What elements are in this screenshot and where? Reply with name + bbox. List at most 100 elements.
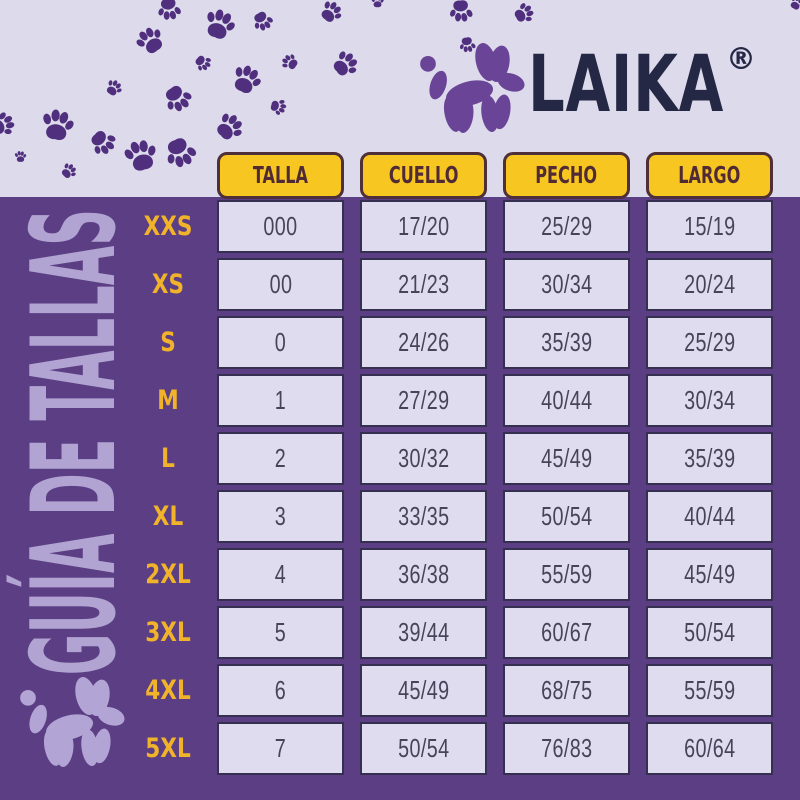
cell-value: 24/26 xyxy=(397,327,450,357)
cell-talla: 00 xyxy=(217,258,344,311)
paw-print-icon xyxy=(447,0,475,24)
cell-value: 60/64 xyxy=(683,733,736,763)
table-row: 5 39/44 60/67 50/54 xyxy=(217,606,773,659)
header-label-talla: TALLA xyxy=(252,162,309,189)
cell-value: 55/59 xyxy=(683,675,736,705)
cell-value: 0 xyxy=(274,327,287,357)
cell-value: 1 xyxy=(274,385,287,415)
cell-largo: 25/29 xyxy=(646,316,773,369)
registered-trademark-icon: ® xyxy=(726,42,756,77)
paw-print-icon xyxy=(787,0,800,13)
header-label-cuello: CUELLO xyxy=(388,162,459,189)
cell-largo: 40/44 xyxy=(646,490,773,543)
paw-print-icon xyxy=(102,76,126,99)
cell-value: 50/54 xyxy=(540,501,593,531)
cell-talla: 0 xyxy=(217,316,344,369)
table-row: 1 27/29 40/44 30/34 xyxy=(217,374,773,427)
cell-pecho: 40/44 xyxy=(503,374,630,427)
paw-print-icon xyxy=(511,0,538,27)
cell-value: 4 xyxy=(274,559,287,589)
cell-cuello: 36/38 xyxy=(360,548,487,601)
paw-print-icon xyxy=(191,51,215,75)
cell-value: 17/20 xyxy=(397,211,450,241)
paw-print-icon xyxy=(249,8,277,35)
size-label-xs: XS xyxy=(151,269,185,300)
table-row: 00 21/23 30/34 20/24 xyxy=(217,258,773,311)
header-cell-cuello: CUELLO xyxy=(360,152,487,199)
cell-value: 7 xyxy=(274,733,287,763)
cell-largo: 15/19 xyxy=(646,200,773,253)
vertical-title-text: GUÍA DE TALLAS xyxy=(7,208,142,676)
cell-value: 21/23 xyxy=(397,269,450,299)
paw-print-icon xyxy=(159,133,201,173)
paw-print-icon xyxy=(158,80,197,118)
paw-print-icon xyxy=(120,136,162,174)
cell-value: 55/59 xyxy=(540,559,593,589)
cell-value: 35/39 xyxy=(683,443,736,473)
table-row: 4 36/38 55/59 45/49 xyxy=(217,548,773,601)
cell-value: 3 xyxy=(274,501,287,531)
paw-print-icon xyxy=(278,50,301,74)
paw-print-icon xyxy=(58,160,80,182)
paw-print-icon xyxy=(227,60,267,98)
paw-print-icon xyxy=(210,107,249,146)
header-label-largo: LARGO xyxy=(678,162,741,189)
cell-value: 45/49 xyxy=(540,443,593,473)
cell-value: 27/29 xyxy=(397,385,450,415)
cell-pecho: 25/29 xyxy=(503,200,630,253)
header-cell-talla: TALLA xyxy=(217,152,344,199)
cell-pecho: 76/83 xyxy=(503,722,630,775)
cell-value: 68/75 xyxy=(540,675,593,705)
cell-value: 35/39 xyxy=(540,327,593,357)
cell-largo: 30/34 xyxy=(646,374,773,427)
size-label-xxs: XXS xyxy=(143,211,193,242)
cell-value: 39/44 xyxy=(397,617,450,647)
cell-cuello: 24/26 xyxy=(360,316,487,369)
table-row: 7 50/54 76/83 60/64 xyxy=(217,722,773,775)
size-label-3xl: 3XL xyxy=(145,617,191,648)
paw-print-icon xyxy=(199,5,240,43)
cell-cuello: 45/49 xyxy=(360,664,487,717)
cell-largo: 55/59 xyxy=(646,664,773,717)
balloon-dog-watermark-icon xyxy=(16,668,136,772)
cell-value: 000 xyxy=(263,211,298,241)
cell-value: 50/54 xyxy=(397,733,450,763)
cell-talla: 2 xyxy=(217,432,344,485)
cell-largo: 45/49 xyxy=(646,548,773,601)
vertical-title: GUÍA DE TALLAS xyxy=(0,208,150,676)
paw-print-icon xyxy=(370,0,384,8)
cell-value: 50/54 xyxy=(683,617,736,647)
cell-talla: 6 xyxy=(217,664,344,717)
cell-talla: 7 xyxy=(217,722,344,775)
table-row: 000 17/20 25/29 15/19 xyxy=(217,200,773,253)
cell-value: 45/49 xyxy=(683,559,736,589)
cell-value: 76/83 xyxy=(540,733,593,763)
cell-cuello: 50/54 xyxy=(360,722,487,775)
cell-cuello: 17/20 xyxy=(360,200,487,253)
cell-value: 33/35 xyxy=(397,501,450,531)
size-table-body: 000 17/20 25/29 15/19 00 21/23 30/34 20/24 0 24/2… xyxy=(217,200,773,780)
size-label-5xl: 5XL xyxy=(145,733,191,764)
paw-print-icon xyxy=(85,125,121,161)
paw-print-icon xyxy=(131,21,170,59)
cell-pecho: 30/34 xyxy=(503,258,630,311)
paw-print-icon xyxy=(38,106,77,143)
cell-value: 00 xyxy=(269,269,292,299)
paw-print-icon xyxy=(316,0,347,27)
cell-largo: 20/24 xyxy=(646,258,773,311)
cell-value: 30/34 xyxy=(540,269,593,299)
cell-talla: 1 xyxy=(217,374,344,427)
paw-print-icon xyxy=(269,96,289,118)
size-label-l: L xyxy=(161,443,175,474)
cell-talla: 4 xyxy=(217,548,344,601)
cell-largo: 50/54 xyxy=(646,606,773,659)
cell-pecho: 68/75 xyxy=(503,664,630,717)
size-label-4xl: 4XL xyxy=(145,675,191,706)
cell-largo: 35/39 xyxy=(646,432,773,485)
cell-value: 25/29 xyxy=(683,327,736,357)
cell-talla: 5 xyxy=(217,606,344,659)
cell-pecho: 35/39 xyxy=(503,316,630,369)
size-label-xl: XL xyxy=(152,501,184,532)
cell-talla: 3 xyxy=(217,490,344,543)
